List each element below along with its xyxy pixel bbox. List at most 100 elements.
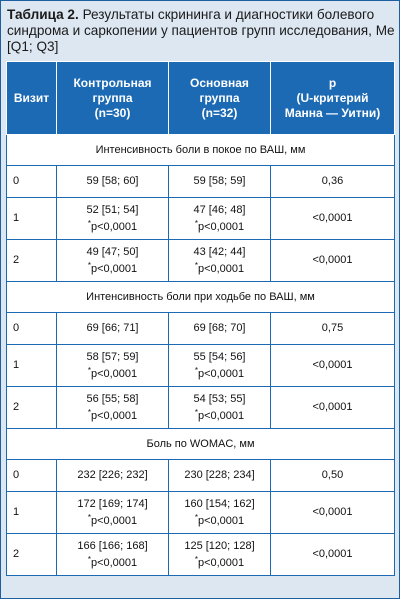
cell-control-value: 56 [55; 58] bbox=[86, 392, 139, 405]
cell-control: 52 [51; 54] *p<0,0001 bbox=[56, 197, 169, 240]
cell-control-value: 58 [57; 59] bbox=[86, 350, 139, 363]
cell-control-value: 166 [166; 168] bbox=[77, 539, 148, 552]
table-row: 2 56 [55; 58] *p<0,0001 54 [53; 55] *p<0,000… bbox=[6, 386, 395, 429]
header-p-line3: Манна — Уитни) bbox=[284, 105, 381, 120]
table-caption: Таблица 2. Результаты скрининга и диагно… bbox=[7, 7, 395, 55]
pvalue-text: p<0,0001 bbox=[90, 367, 138, 380]
cell-control: 49 [47; 50] *p<0,0001 bbox=[56, 239, 169, 282]
section-title: Интенсивность боли в покое по ВАШ, мм bbox=[6, 134, 395, 166]
header-control-line1: Контрольная bbox=[73, 75, 152, 90]
cell-control-pvalue: *p<0,0001 bbox=[61, 511, 164, 528]
header-p-line1: p bbox=[328, 75, 337, 90]
cell-main-value: 125 [120; 128] bbox=[184, 539, 255, 552]
cell-main: 230 [228; 234] bbox=[168, 459, 271, 492]
cell-p: <0,0001 bbox=[270, 491, 395, 534]
cell-main-pvalue: *p<0,0001 bbox=[173, 511, 266, 528]
pvalue-text: p<0,0001 bbox=[197, 514, 245, 527]
cell-visit: 2 bbox=[6, 386, 57, 429]
cell-control-value: 69 [66; 71] bbox=[86, 322, 139, 334]
cell-main: 54 [53; 55] *p<0,0001 bbox=[168, 386, 271, 429]
results-table: Визит Контрольная группа (n=30) Основная… bbox=[6, 61, 395, 576]
cell-control-value: 49 [47; 50] bbox=[86, 245, 139, 258]
caption-text: Результаты скрининга и диагностики болев… bbox=[7, 7, 395, 54]
cell-main: 55 [54; 56] *p<0,0001 bbox=[168, 344, 271, 387]
cell-visit: 2 bbox=[6, 239, 57, 282]
cell-main-pvalue: *p<0,0001 bbox=[173, 553, 266, 570]
cell-visit: 1 bbox=[6, 344, 57, 387]
footnote-asterisk: * bbox=[87, 554, 91, 564]
pvalue-text: p<0,0001 bbox=[197, 367, 245, 380]
footnote-asterisk: * bbox=[194, 218, 198, 228]
cell-main-value: 59 [58; 59] bbox=[193, 175, 246, 187]
pvalue-text: p<0,0001 bbox=[197, 409, 245, 422]
cell-control-pvalue: *p<0,0001 bbox=[61, 364, 164, 381]
cell-main-value: 160 [154; 162] bbox=[184, 497, 255, 510]
pvalue-text: p<0,0001 bbox=[90, 262, 138, 275]
table-row: 1 52 [51; 54] *p<0,0001 47 [46; 48] *p<0,000… bbox=[6, 197, 395, 240]
section-title: Боль по WOMAC, мм bbox=[6, 428, 395, 460]
footnote-asterisk: * bbox=[194, 407, 198, 417]
table-row: 0 59 [58; 60] 59 [58; 59] 0,36 bbox=[6, 165, 395, 198]
header-p-line2: (U-критерий bbox=[296, 90, 369, 105]
section-row: Интенсивность боли при ходьбе по ВАШ, мм bbox=[6, 281, 395, 313]
cell-control-pvalue: *p<0,0001 bbox=[61, 553, 164, 570]
cell-visit: 1 bbox=[6, 197, 57, 240]
footnote-asterisk: * bbox=[194, 512, 198, 522]
cell-control: 69 [66; 71] bbox=[56, 312, 169, 345]
cell-p: 0,50 bbox=[270, 459, 395, 492]
cell-visit: 1 bbox=[6, 491, 57, 534]
header-main: Основная группа (n=32) bbox=[168, 61, 271, 135]
table-body: Интенсивность боли в покое по ВАШ, мм 0 59… bbox=[6, 134, 395, 576]
header-control-line3: (n=30) bbox=[94, 105, 131, 120]
cell-main: 43 [42; 44] *p<0,0001 bbox=[168, 239, 271, 282]
cell-p: <0,0001 bbox=[270, 239, 395, 282]
cell-control-value: 59 [58; 60] bbox=[86, 175, 139, 187]
table-row: 1 58 [57; 59] *p<0,0001 55 [54; 56] *p<0,000… bbox=[6, 344, 395, 387]
cell-p: <0,0001 bbox=[270, 533, 395, 576]
pvalue-text: p<0,0001 bbox=[90, 556, 138, 569]
header-control: Контрольная группа (n=30) bbox=[56, 61, 169, 135]
table-row: 1 172 [169; 174] *p<0,0001 160 [154; 162] *p… bbox=[6, 491, 395, 534]
cell-control-value: 52 [51; 54] bbox=[86, 203, 139, 216]
pvalue-text: p<0,0001 bbox=[197, 262, 245, 275]
pvalue-text: p<0,0001 bbox=[90, 220, 138, 233]
caption-label: Таблица 2. bbox=[7, 7, 79, 22]
cell-main: 59 [58; 59] bbox=[168, 165, 271, 198]
cell-main-pvalue: *p<0,0001 bbox=[173, 259, 266, 276]
cell-p: 0,36 bbox=[270, 165, 395, 198]
footnote-asterisk: * bbox=[194, 260, 198, 270]
cell-control: 166 [166; 168] *p<0,0001 bbox=[56, 533, 169, 576]
pvalue-text: p<0,0001 bbox=[90, 514, 138, 527]
cell-control-pvalue: *p<0,0001 bbox=[61, 259, 164, 276]
section-row: Интенсивность боли в покое по ВАШ, мм bbox=[6, 134, 395, 166]
table-row: 2 166 [166; 168] *p<0,0001 125 [120; 128] *p… bbox=[6, 533, 395, 576]
header-main-line2: группа bbox=[199, 90, 240, 105]
pvalue-text: p<0,0001 bbox=[90, 409, 138, 422]
cell-control-pvalue: *p<0,0001 bbox=[61, 217, 164, 234]
footnote-asterisk: * bbox=[87, 512, 91, 522]
cell-control: 58 [57; 59] *p<0,0001 bbox=[56, 344, 169, 387]
header-visit: Визит bbox=[6, 61, 57, 135]
table-row: 2 49 [47; 50] *p<0,0001 43 [42; 44] *p<0,000… bbox=[6, 239, 395, 282]
cell-control-pvalue: *p<0,0001 bbox=[61, 406, 164, 423]
pvalue-text: p<0,0001 bbox=[197, 556, 245, 569]
cell-control: 172 [169; 174] *p<0,0001 bbox=[56, 491, 169, 534]
cell-main: 160 [154; 162] *p<0,0001 bbox=[168, 491, 271, 534]
pvalue-text: p<0,0001 bbox=[197, 220, 245, 233]
header-row: Визит Контрольная группа (n=30) Основная… bbox=[6, 61, 395, 135]
cell-p: 0,75 bbox=[270, 312, 395, 345]
footnote-asterisk: * bbox=[87, 260, 91, 270]
cell-main-value: 69 [68; 70] bbox=[193, 322, 246, 334]
cell-main-value: 54 [53; 55] bbox=[193, 392, 246, 405]
section-row: Боль по WOMAC, мм bbox=[6, 428, 395, 460]
cell-main-pvalue: *p<0,0001 bbox=[173, 217, 266, 234]
section-title: Интенсивность боли при ходьбе по ВАШ, мм bbox=[6, 281, 395, 313]
cell-control: 232 [226; 232] bbox=[56, 459, 169, 492]
cell-main: 69 [68; 70] bbox=[168, 312, 271, 345]
cell-visit: 0 bbox=[6, 459, 57, 492]
cell-control-value: 172 [169; 174] bbox=[77, 497, 148, 510]
cell-main-pvalue: *p<0,0001 bbox=[173, 406, 266, 423]
header-p: p (U-критерий Манна — Уитни) bbox=[270, 61, 395, 135]
cell-visit: 0 bbox=[6, 312, 57, 345]
footnote-asterisk: * bbox=[87, 218, 91, 228]
